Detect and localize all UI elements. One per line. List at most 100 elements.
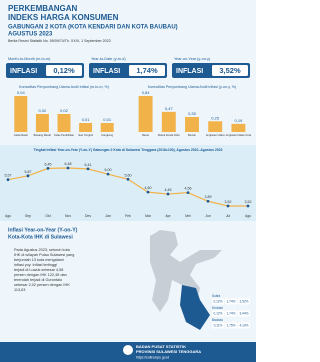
point [46,166,50,170]
footer-org: PROVINSI SULAWESI TENGGARA [136,349,201,354]
city-box [238,310,250,317]
chart-title: Komoditas Penyumbang Utama Andil Inflasi… [148,85,236,89]
city-box [212,298,224,305]
kpi-status: INFLASI [176,68,203,75]
city-value: 1,74% [226,299,235,303]
city-name: Baubau [212,318,223,322]
x-tick-label: Bensin [188,133,196,137]
point [206,199,210,203]
logo [123,345,133,355]
value-label: 5,87 [25,170,32,174]
city-name: Sultra [212,294,221,298]
x-tick-label: Bawang Merah [34,133,52,137]
point [106,172,110,176]
x-tick-label: Cabai Rawit [14,133,28,137]
bar [57,114,71,132]
value-label: 0,35 [188,111,197,116]
line-band [0,145,256,221]
value-label: 0,19 [235,118,244,123]
value-label: 5,57 [5,174,12,178]
value-label: 6,41 [85,163,92,167]
kpi-value: 1,74% [136,66,158,75]
value-label: 4,45 [165,188,172,192]
city-value: 4,10% [239,323,248,327]
value-label: 5,60 [125,173,132,177]
x-tick-label: Agu [245,214,251,218]
city-box [238,298,250,305]
value-label: 4,56 [185,187,192,191]
point [26,174,30,178]
subtitle: GABUNGAN 2 KOTA (KOTA KENDARI DAN KOTA B… [8,25,178,31]
city-value: 1,74% [226,311,235,315]
x-tick-label: Des [85,214,91,218]
value-label: 0,84 [142,90,151,95]
city-name: Kendari [212,306,223,310]
bar [100,123,114,132]
footer-url: https://sultra.bps.go.id [136,355,169,359]
x-tick-label: Feb [125,214,131,218]
city-value: 0,12% [213,311,222,315]
city-value: 0,11% [214,323,223,327]
city-box [238,322,250,329]
city-box [225,298,237,305]
city-value: 3,44% [239,311,248,315]
value-label: 0,47 [165,106,174,111]
x-tick-label: Apr [165,214,171,218]
chart-title: Tingkat Inflasi Year-on-Year (Y-on-Y) Ga… [34,148,223,152]
point [126,177,130,181]
x-tick-label: Jan [105,214,111,218]
point [86,167,90,171]
city-box [212,322,224,329]
kpi-label: Year-to-Date (y-to-d) [91,57,126,61]
kpi-value-box [129,65,165,76]
city-box [225,310,237,317]
map-sultra [180,285,210,330]
x-tick-label: Sep [25,214,31,218]
kpi-status: INFLASI [93,68,120,75]
kpi-value-box [212,65,248,76]
value-label: 4,60 [145,186,152,190]
city-value: 0,12% [213,299,222,303]
value-label: 3,52 [245,200,252,204]
value-label: 0,04 [17,90,26,95]
value-label: 6,45 [45,162,52,166]
value-label: 0,01 [103,117,112,122]
kpi-value: 0,12% [53,66,75,75]
x-tick-label: Mar [145,214,152,218]
point [246,204,250,208]
value-label: 0,25 [211,115,220,120]
value-label: 3,52 [225,200,232,204]
page: PERKEMBANGAN INDEKS HARGA KONSUMEN GABUN… [0,0,256,362]
x-tick-label: Angkutan Dalam Kota [226,133,252,137]
city-value: 3,52% [239,299,248,303]
map-sulawesi [150,230,222,312]
point [226,204,230,208]
bar [231,123,246,132]
x-tick-label: Agu [5,214,11,218]
kpi-status: INFLASI [10,68,37,75]
city-box [225,322,237,329]
x-tick-label: Kelas Pendidikan [54,133,75,137]
value-label: 0,01 [82,117,91,122]
city-box [212,310,224,317]
x-tick-label: Jun [205,214,211,218]
x-tick-label: Okt [45,214,50,218]
x-tick-label: Ikan Tongkol [78,133,93,137]
footer-org: BADAN PUSAT STATISTIK [136,344,186,349]
x-tick-label: Beras [142,133,149,137]
bar [79,123,93,132]
bar [138,96,153,132]
value-label: 6,00 [105,168,112,172]
value-label: 6,48 [65,162,72,166]
bar [185,117,199,132]
kpi-label: Year-on-Year (y-on-y) [174,57,211,61]
x-tick-label: Rokok Kretek Filter [158,133,180,137]
x-tick-label: Angkutan Udara [206,133,225,137]
bar [161,111,176,132]
bar [208,121,223,132]
kpi-label: Month-to-Month (m-to-m) [8,57,51,61]
bar [35,114,49,132]
map-title: Inflasi Year-on-Year (Y-on-Y) [8,227,78,233]
value-label: 0,02 [39,108,48,113]
point [6,178,10,182]
